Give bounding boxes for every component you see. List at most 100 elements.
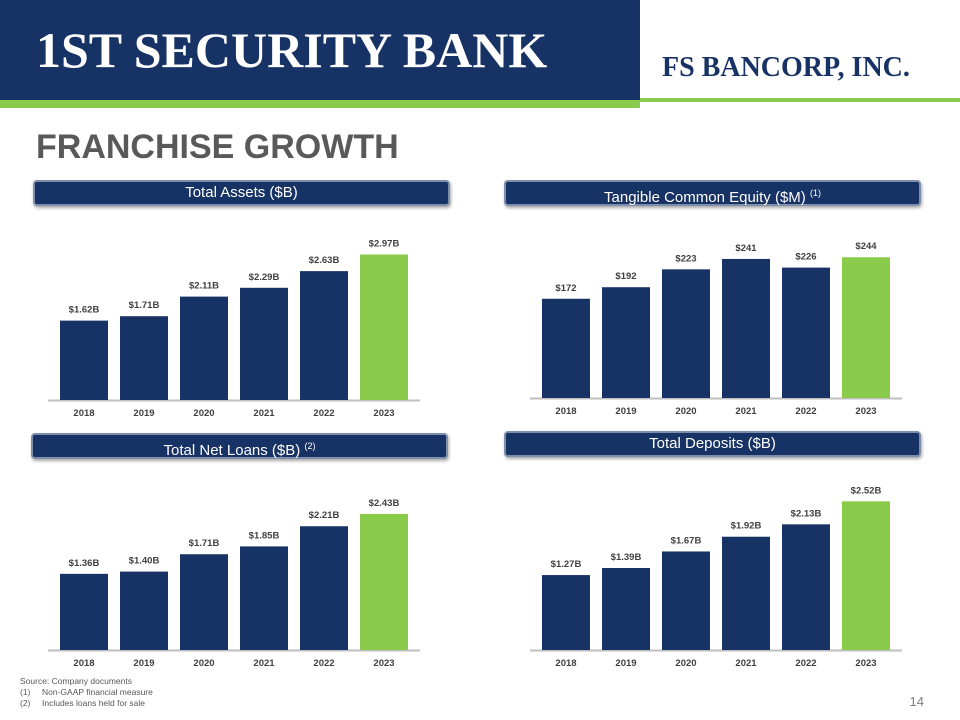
bar-2019 (120, 316, 168, 400)
tick-label-2023: 2023 (855, 658, 876, 669)
bar-2021 (240, 546, 288, 650)
tick-label-2019: 2019 (615, 658, 636, 669)
bar-2023 (842, 257, 890, 398)
tick-label-2021: 2021 (253, 658, 275, 669)
bar-2023 (360, 254, 408, 400)
bar-2021 (722, 258, 770, 398)
bar-2018 (542, 298, 590, 398)
chart-svg: $1.62B 2018 $1.71B 2019 $2.11B 2020 $2.29B 2021… (48, 238, 420, 419)
data-label-2021: $1.85B (249, 530, 280, 541)
panel-header-total-deposits: Total Deposits ($B) (504, 431, 921, 457)
page-number: 14 (909, 694, 924, 709)
tick-label-2019: 2019 (133, 658, 154, 669)
bar-2021 (722, 536, 770, 650)
panel-title: Total Deposits ($B) (649, 435, 776, 452)
data-label-2020: $2.11B (189, 281, 219, 292)
footnote-1-text: Non-GAAP financial measure (42, 687, 153, 697)
tick-label-2018: 2018 (555, 406, 576, 417)
data-label-2020: $1.71B (189, 538, 220, 549)
bar-2022 (300, 271, 348, 400)
tick-label-2018: 2018 (73, 658, 94, 669)
data-label-2021: $2.29B (249, 272, 280, 283)
header-band: 1ST SECURITY BANK (0, 0, 640, 100)
tick-label-2022: 2022 (795, 658, 816, 669)
tick-label-2020: 2020 (193, 658, 214, 669)
chart-net-loans: $1.36B 2018 $1.40B 2019 $1.71B 2020 $1.85B 2021… (48, 480, 420, 680)
footnotes: Source: Company documents (1) Non-GAAP fi… (20, 676, 153, 709)
chart-svg: $172 2018 $192 2019 $223 2020 $241 2021 $226 2022… (530, 241, 902, 417)
panel-footnote-ref: (1) (809, 188, 821, 198)
data-label-2018: $1.62B (69, 305, 100, 316)
tick-label-2023: 2023 (373, 658, 394, 669)
bar-2022 (782, 524, 830, 650)
data-label-2018: $172 (555, 283, 576, 294)
chart-svg: $1.36B 2018 $1.40B 2019 $1.71B 2020 $1.85B 2021… (48, 498, 420, 669)
panel-header-total-assets: Total Assets ($B) (33, 180, 450, 206)
data-label-2018: $1.27B (551, 559, 582, 570)
panel-title: Tangible Common Equity ($M) (604, 189, 806, 206)
bar-2018 (60, 573, 108, 650)
bar-2023 (842, 501, 890, 650)
data-label-2023: $2.43B (369, 498, 400, 509)
bar-2019 (120, 571, 168, 650)
bar-2022 (782, 267, 830, 398)
data-label-2019: $1.40B (129, 556, 160, 567)
data-label-2021: $241 (735, 243, 757, 254)
footnote-2-number: (2) (20, 698, 31, 708)
bar-2022 (300, 526, 348, 650)
data-label-2022: $2.13B (791, 508, 822, 519)
panel-header-tangible-equity: Tangible Common Equity ($M) (1) (504, 180, 921, 206)
bar-2020 (662, 269, 710, 398)
data-label-2019: $192 (615, 271, 636, 282)
panel-title: Total Assets ($B) (185, 184, 298, 201)
data-label-2018: $1.36B (69, 558, 100, 569)
tick-label-2020: 2020 (193, 408, 214, 419)
panel-header-net-loans: Total Net Loans ($B) (2) (31, 433, 448, 459)
tick-label-2018: 2018 (73, 408, 94, 419)
tick-label-2021: 2021 (253, 408, 275, 419)
header-green-bar (0, 100, 640, 108)
data-label-2019: $1.71B (129, 300, 160, 311)
header: 1ST SECURITY BANK FS BANCORP, INC. (0, 0, 960, 102)
tick-label-2023: 2023 (373, 408, 394, 419)
data-label-2023: $2.52B (851, 485, 882, 496)
data-label-2020: $223 (675, 253, 696, 264)
bank-logo: 1ST SECURITY BANK (36, 22, 548, 78)
data-label-2019: $1.39B (611, 552, 642, 563)
chart-total-deposits: $1.27B 2018 $1.39B 2019 $1.67B 2020 $1.92B 2021… (530, 478, 902, 681)
footnote-2: (2) Includes loans held for sale (20, 698, 153, 709)
tick-label-2022: 2022 (313, 408, 334, 419)
tick-label-2020: 2020 (675, 658, 696, 669)
bar-2020 (180, 296, 228, 400)
footnote-source: Source: Company documents (20, 676, 132, 686)
header-accent-line (640, 98, 960, 102)
panel-title: Total Net Loans ($B) (163, 442, 301, 459)
data-label-2021: $1.92B (731, 521, 762, 532)
footnote-1-number: (1) (20, 687, 31, 697)
bar-2018 (542, 575, 590, 650)
tick-label-2021: 2021 (735, 406, 757, 417)
data-label-2020: $1.67B (671, 535, 702, 546)
bar-2021 (240, 287, 288, 400)
tick-label-2022: 2022 (795, 406, 816, 417)
chart-svg: $1.27B 2018 $1.39B 2019 $1.67B 2020 $1.92B 2021… (530, 485, 902, 669)
tick-label-2019: 2019 (615, 406, 636, 417)
chart-tangible-equity: $172 2018 $192 2019 $223 2020 $241 2021 $226 2022… (530, 235, 902, 430)
bar-2023 (360, 513, 408, 650)
tick-label-2021: 2021 (735, 658, 757, 669)
footnote-2-text: Includes loans held for sale (42, 698, 146, 708)
panel-footnote-ref: (2) (304, 441, 316, 451)
tick-label-2022: 2022 (313, 658, 334, 669)
tick-label-2023: 2023 (855, 406, 876, 417)
bancorp-logo: FS BANCORP, INC. (662, 52, 910, 83)
data-label-2022: $226 (795, 252, 816, 263)
bar-2018 (60, 320, 108, 400)
tick-label-2020: 2020 (675, 406, 696, 417)
bar-2020 (180, 554, 228, 650)
data-label-2022: $2.63B (309, 255, 340, 266)
chart-total-assets: $1.62B 2018 $1.71B 2019 $2.11B 2020 $2.29B 2021… (48, 225, 420, 430)
footnote-1: (1) Non-GAAP financial measure (20, 687, 153, 698)
data-label-2022: $2.21B (309, 510, 340, 521)
tick-label-2019: 2019 (133, 408, 154, 419)
tick-label-2018: 2018 (555, 658, 576, 669)
